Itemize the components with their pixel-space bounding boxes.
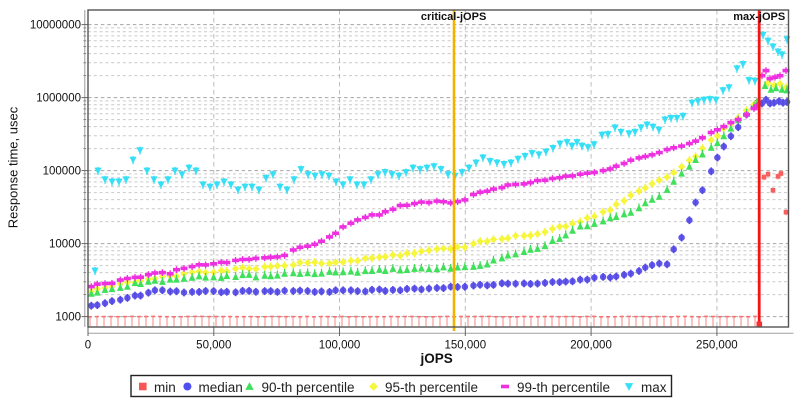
svg-text:max-jOPS: max-jOPS [733,11,785,23]
svg-text:median: median [199,380,243,395]
svg-text:95-th percentile: 95-th percentile [385,380,478,395]
svg-text:250,000: 250,000 [696,340,738,352]
svg-text:99-th percentile: 99-th percentile [517,380,610,395]
svg-text:critical-jOPS: critical-jOPS [421,11,486,23]
svg-text:150,000: 150,000 [445,340,487,352]
svg-text:50,000: 50,000 [196,340,231,352]
svg-text:1000000: 1000000 [36,93,81,105]
svg-text:100,000: 100,000 [319,340,361,352]
svg-text:Response time, usec: Response time, usec [6,106,21,228]
svg-text:10000000: 10000000 [30,20,81,32]
svg-text:100000: 100000 [43,166,81,178]
svg-text:max: max [641,380,667,395]
svg-text:0: 0 [85,340,91,352]
svg-text:jOPS: jOPS [419,351,452,366]
svg-text:200,000: 200,000 [570,340,612,352]
svg-text:1000: 1000 [55,312,81,324]
svg-text:90-th percentile: 90-th percentile [262,380,355,395]
svg-text:min: min [154,380,176,395]
svg-text:10000: 10000 [49,239,81,251]
